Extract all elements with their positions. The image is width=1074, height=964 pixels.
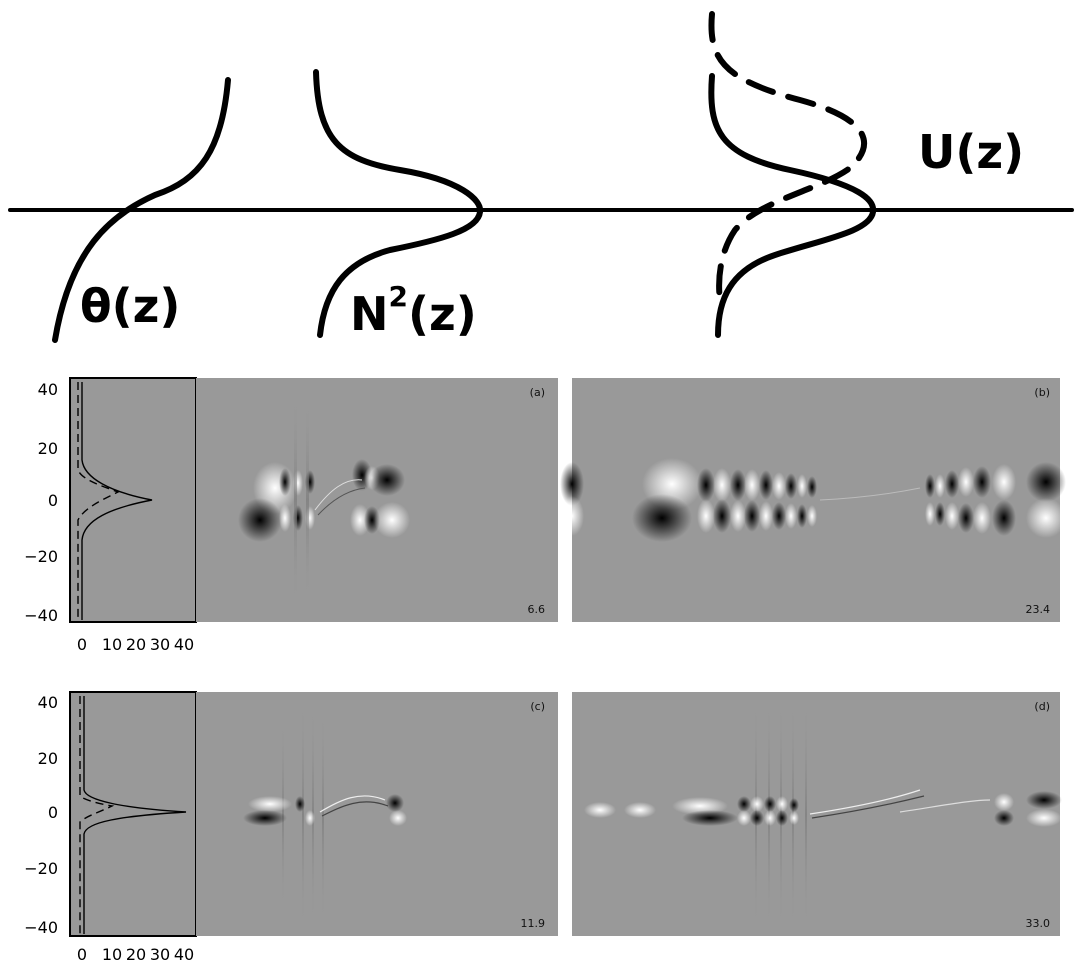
theta-profile-curve (52, 77, 231, 343)
x-tick-label: 20 (126, 945, 146, 964)
y-tick-label: 0 (48, 803, 58, 822)
x-tick-label: 40 (174, 945, 194, 964)
svg-text:N2(z): N2(z) (350, 280, 477, 341)
y-tick-label: 40 (38, 380, 58, 399)
panel-d-wavetrain (737, 796, 799, 826)
x-tick-label: 30 (150, 945, 170, 964)
profile-bottom-dashed-curve (79, 696, 115, 934)
u-label: U(z) (918, 125, 1024, 179)
profile-bottom-y-axis: 40 20 0 −20 −40 (24, 693, 58, 937)
panel-a: (a) 6.6 (196, 378, 558, 622)
panel-a-time: 6.6 (528, 603, 546, 616)
profile-box-bottom (69, 691, 197, 937)
panel-a-tag: (a) (530, 386, 545, 399)
y-tick-label: 20 (38, 749, 58, 768)
y-tick-label: −40 (24, 606, 58, 625)
profile-top-y-axis: 40 20 0 −20 −40 (24, 380, 58, 625)
x-tick-label: 10 (102, 945, 122, 964)
panel-c-tag: (c) (530, 700, 545, 713)
panel-b: (b) 23.4 (560, 378, 1066, 622)
y-tick-label: −20 (24, 547, 58, 566)
panel-c-time: 11.9 (521, 917, 546, 930)
y-tick-label: −40 (24, 918, 58, 937)
x-tick-label: 10 (102, 635, 122, 654)
profile-bottom-solid-curve (83, 696, 187, 934)
panel-d-time: 33.0 (1026, 917, 1051, 930)
panel-b-tag: (b) (1034, 386, 1050, 399)
u-profile-dashed-curve (708, 11, 868, 303)
panel-b-time: 23.4 (1026, 603, 1051, 616)
x-tick-label: 0 (77, 635, 87, 654)
profile-box-top-frame (69, 377, 197, 623)
panel-a-background (196, 378, 558, 622)
panel-b-wavetrain-right (925, 462, 1066, 538)
profile-box-top (69, 377, 197, 623)
theta-label: θ(z) (80, 279, 180, 333)
profile-top-x-axis: 0 10 20 30 40 (77, 635, 194, 654)
panel-b-wavetrain-left (697, 468, 817, 533)
profile-top-dashed-curve (77, 382, 120, 620)
x-tick-label: 0 (77, 945, 87, 964)
x-tick-label: 20 (126, 635, 146, 654)
y-tick-label: 40 (38, 693, 58, 712)
y-tick-label: −20 (24, 859, 58, 878)
x-tick-label: 40 (174, 635, 194, 654)
profile-box-bottom-frame (69, 691, 197, 937)
n2-label: N2(z) (350, 280, 477, 341)
n2-profile-curve (313, 69, 484, 338)
profile-bottom-x-axis: 0 10 20 30 40 (77, 945, 194, 964)
panel-d-tag: (d) (1034, 700, 1050, 713)
u-profile-solid-curve (708, 73, 877, 338)
y-tick-label: 20 (38, 439, 58, 458)
panel-c: (c) 11.9 (196, 692, 558, 936)
x-tick-label: 30 (150, 635, 170, 654)
y-tick-label: 0 (48, 491, 58, 510)
schematic-profiles (8, 11, 1074, 343)
panel-d: (d) 33.0 (572, 692, 1062, 936)
profile-top-solid-curve (81, 382, 153, 620)
